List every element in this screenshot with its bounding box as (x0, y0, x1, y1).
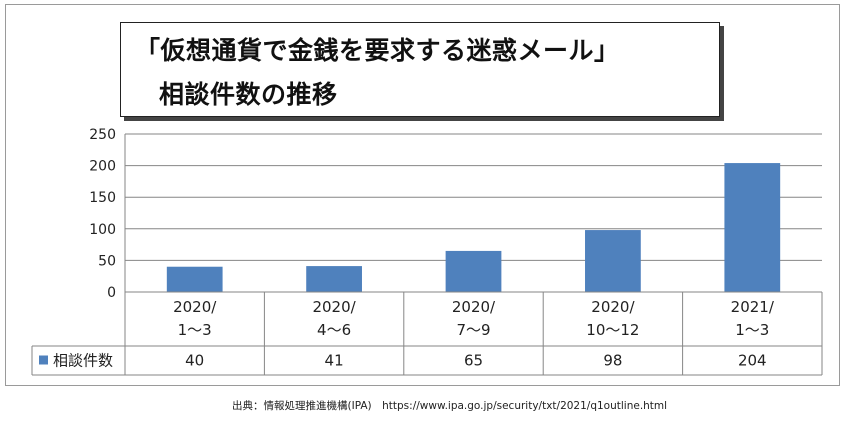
x-tick-label: 2020/ (452, 298, 496, 316)
y-tick-label: 200 (89, 159, 116, 175)
title-box: 「仮想通貨で金銭を要求する迷惑メール」 相談件数の推移 (120, 22, 720, 117)
data-label: 41 (325, 352, 344, 370)
y-tick-label: 100 (89, 222, 116, 238)
x-tick-label: 2020/ (173, 298, 217, 316)
x-tick-label: 10～12 (586, 321, 639, 339)
y-axis-ticks: 0 50 100 150 200 250 (89, 127, 116, 301)
x-tick-label: 7～9 (456, 321, 490, 339)
bar (724, 163, 781, 292)
y-tick-label: 50 (98, 253, 116, 269)
legend-label: 相談件数 (53, 352, 113, 370)
bar (585, 230, 641, 292)
y-tick-label: 250 (89, 127, 116, 143)
chart-subtitle: 相談件数の推移 (159, 80, 338, 109)
bar (166, 266, 223, 292)
data-label: 98 (603, 352, 622, 370)
source-citation: 出典：情報処理推進機構(IPA) https://www.ipa.go.jp/s… (232, 400, 668, 412)
bar (306, 266, 362, 292)
data-label: 65 (464, 352, 483, 370)
x-tick-label: 1～3 (178, 321, 212, 339)
data-label: 204 (738, 352, 767, 370)
data-label: 40 (185, 352, 204, 370)
bars (166, 163, 781, 292)
bar (445, 250, 502, 292)
y-tick-label: 150 (89, 190, 116, 206)
x-tick-label: 4～6 (317, 321, 351, 339)
data-table: 2020/1～3 2020/4～6 2020/7～9 2020/10～12 2021/1… (31, 291, 823, 376)
chart-title: 「仮想通貨で金銭を要求する迷惑メール」 (135, 36, 620, 65)
x-tick-label: 1～3 (735, 321, 769, 339)
legend-swatch (39, 355, 48, 365)
x-tick-label: 2020/ (312, 298, 356, 316)
x-tick-label: 2020/ (591, 298, 635, 316)
x-tick-label: 2021/ (731, 298, 775, 316)
y-tick-label: 0 (107, 285, 116, 301)
